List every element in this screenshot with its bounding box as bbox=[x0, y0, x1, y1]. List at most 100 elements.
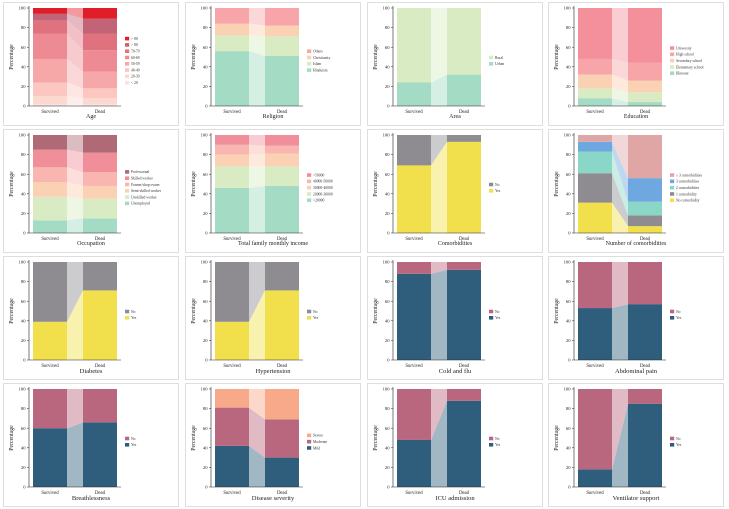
y-tick-label: 0 bbox=[23, 358, 26, 363]
bar-segment-survived bbox=[215, 35, 249, 52]
y-axis-label: Percentage bbox=[191, 171, 197, 197]
y-tick-label: 40 bbox=[21, 64, 26, 69]
legend-label: No bbox=[495, 310, 500, 314]
y-tick-label: 60 bbox=[21, 45, 26, 50]
x-tick-label: Survived bbox=[223, 110, 241, 115]
legend-label: 20000-30000 bbox=[313, 192, 333, 196]
bar-segment-survived bbox=[578, 262, 612, 309]
legend-swatch bbox=[125, 170, 130, 174]
y-tick-label: 100 bbox=[383, 6, 391, 11]
legend-label: ≥ 3 comorbidities bbox=[676, 173, 703, 177]
bar-segment-survived bbox=[215, 23, 249, 36]
y-tick-label: 80 bbox=[385, 406, 390, 411]
legend-label: 50-59 bbox=[131, 62, 140, 66]
y-tick-label: 40 bbox=[566, 191, 571, 196]
stacked-bar-chart: 0 20 40 60 80 100 Percentage Survived Dead No Yes bbox=[367, 383, 543, 507]
bar-segment-survived bbox=[215, 407, 249, 446]
bar-segment-survived bbox=[397, 8, 431, 83]
y-tick-label: 60 bbox=[21, 426, 26, 431]
legend-label: High school bbox=[676, 53, 694, 57]
bar-segment-dead bbox=[628, 135, 662, 179]
bar-segment-dead bbox=[265, 8, 299, 26]
bar-segment-survived bbox=[578, 88, 612, 99]
bar-segment-survived bbox=[578, 173, 612, 203]
legend-swatch bbox=[307, 198, 312, 203]
bar-segment-survived bbox=[215, 8, 249, 24]
legend-label: No bbox=[131, 437, 136, 441]
connector-band bbox=[612, 403, 628, 487]
x-tick-label: Dead bbox=[459, 110, 470, 115]
legend-swatch bbox=[489, 443, 494, 447]
y-tick-label: 60 bbox=[203, 426, 208, 431]
y-tick-label: 0 bbox=[205, 485, 208, 490]
y-axis-label: Percentage bbox=[373, 425, 379, 451]
y-tick-label: 40 bbox=[203, 191, 208, 196]
chart-panel: 0 20 40 60 80 100 Percentage Survived Dead No Yes B… bbox=[3, 383, 179, 507]
y-tick-label: 60 bbox=[566, 299, 571, 304]
stacked-bar-chart: 0 20 40 60 80 100 Percentage Survived Dead Profes… bbox=[3, 129, 179, 253]
chart-panel: 0 20 40 60 80 100 Percentage Survived Dead ≥ 3 co… bbox=[548, 129, 724, 253]
legend-label: Farmer/shop owner bbox=[131, 183, 161, 187]
connector-band bbox=[612, 141, 628, 202]
y-tick-label: 80 bbox=[566, 25, 571, 30]
connector-band bbox=[612, 389, 628, 470]
bar-segment-dead bbox=[628, 226, 662, 233]
x-tick-label: Dead bbox=[277, 110, 288, 115]
connector-band bbox=[67, 149, 83, 173]
bar-segment-survived bbox=[215, 51, 249, 106]
y-tick-label: 20 bbox=[21, 338, 26, 343]
legend-label: Yes bbox=[495, 316, 501, 320]
y-tick-label: 60 bbox=[203, 45, 208, 50]
bar-segment-survived bbox=[33, 96, 67, 105]
bar-segment-survived bbox=[33, 321, 67, 360]
bar-segment-survived bbox=[33, 428, 67, 487]
legend-label: Semi-skilled worker bbox=[131, 189, 162, 193]
legend-swatch bbox=[125, 80, 130, 85]
connector-band bbox=[612, 74, 628, 93]
y-tick-label: 60 bbox=[203, 172, 208, 177]
legend-swatch bbox=[670, 173, 675, 177]
y-tick-label: 40 bbox=[21, 318, 26, 323]
panel-border bbox=[367, 256, 543, 380]
bar-segment-survived bbox=[33, 196, 67, 221]
x-tick-label: Survived bbox=[405, 364, 423, 369]
connector-band bbox=[612, 173, 628, 227]
bar-segment-dead bbox=[628, 215, 662, 227]
y-tick-label: 100 bbox=[564, 260, 572, 265]
y-tick-label: 80 bbox=[21, 406, 26, 411]
legend-label: Elementary school bbox=[676, 65, 704, 69]
panel-border bbox=[185, 129, 361, 253]
connector-band bbox=[249, 35, 265, 57]
y-tick-label: 20 bbox=[385, 84, 390, 89]
connector-band bbox=[67, 422, 83, 487]
bar-segment-dead bbox=[265, 262, 299, 291]
y-axis-label: Percentage bbox=[373, 298, 379, 324]
y-tick-label: 100 bbox=[201, 133, 209, 138]
bar-segment-dead bbox=[447, 74, 481, 106]
x-tick-label: Survived bbox=[41, 110, 59, 115]
y-axis-label: Percentage bbox=[373, 171, 379, 197]
bar-segment-dead bbox=[265, 145, 299, 154]
chart-panel: 0 20 40 60 80 100 Percentage Survived Dead Profes… bbox=[3, 129, 179, 253]
stacked-bar-chart: 0 20 40 60 80 100 Percentage Survived Dead Rural U… bbox=[367, 2, 543, 126]
y-tick-label: 80 bbox=[566, 279, 571, 284]
x-tick-label: Survived bbox=[586, 237, 604, 242]
bar-segment-survived bbox=[578, 389, 612, 470]
legend-swatch bbox=[307, 446, 312, 450]
legend-label: Christianity bbox=[313, 56, 331, 60]
legend-label: 40000-50000 bbox=[313, 180, 333, 184]
y-tick-label: 100 bbox=[19, 6, 27, 11]
chart-title: Total family monthly income bbox=[237, 241, 309, 247]
chart-title: Age bbox=[86, 114, 96, 120]
y-tick-label: 0 bbox=[387, 104, 390, 109]
bar-segment-survived bbox=[578, 151, 612, 174]
bar-segment-survived bbox=[578, 308, 612, 360]
bar-segment-survived bbox=[33, 149, 67, 168]
x-tick-label: Survived bbox=[586, 110, 604, 115]
stacked-bar-chart: 0 20 40 60 80 100 Percentage Survived Dead No Yes bbox=[548, 383, 724, 507]
legend-swatch bbox=[307, 173, 312, 177]
connector-band bbox=[67, 290, 83, 360]
legend-label: 30000-40000 bbox=[313, 186, 333, 190]
legend-swatch bbox=[125, 176, 130, 180]
